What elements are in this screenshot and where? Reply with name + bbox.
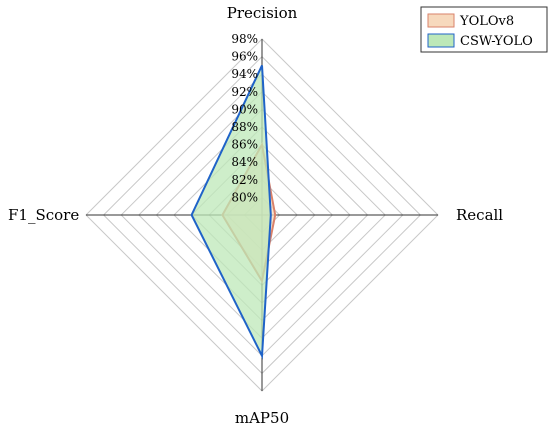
axis-label: Precision [227,4,298,22]
legend-label: CSW-YOLO [460,34,533,49]
axis-label: mAP50 [235,409,289,427]
legend-swatch [427,13,455,28]
series-csw-yolo [190,64,272,360]
axis-label: Recall [456,206,503,224]
tick-label: 96% [231,50,258,64]
tick-label: 80% [231,190,258,204]
axis-labels: Precision Recall mAP50 F1_Score [8,4,503,427]
legend-swatch [427,33,455,48]
tick-label: 90% [231,102,258,116]
legend-label: YOLOv8 [459,14,514,29]
tick-label: 88% [231,120,258,134]
tick-label: 94% [231,67,258,81]
radial-tick-labels: 80% 82% 84% 86% 88% 90% 92% 94% 96% 98% [231,32,258,204]
tick-label: 98% [231,32,258,46]
axis-label: F1_Score [8,206,79,224]
tick-label: 86% [231,138,258,152]
legend: YOLOv8 CSW-YOLO [420,6,548,53]
series-layer [190,64,277,360]
tick-label: 92% [231,85,258,99]
tick-label: 82% [231,173,258,187]
tick-label: 84% [231,155,258,169]
